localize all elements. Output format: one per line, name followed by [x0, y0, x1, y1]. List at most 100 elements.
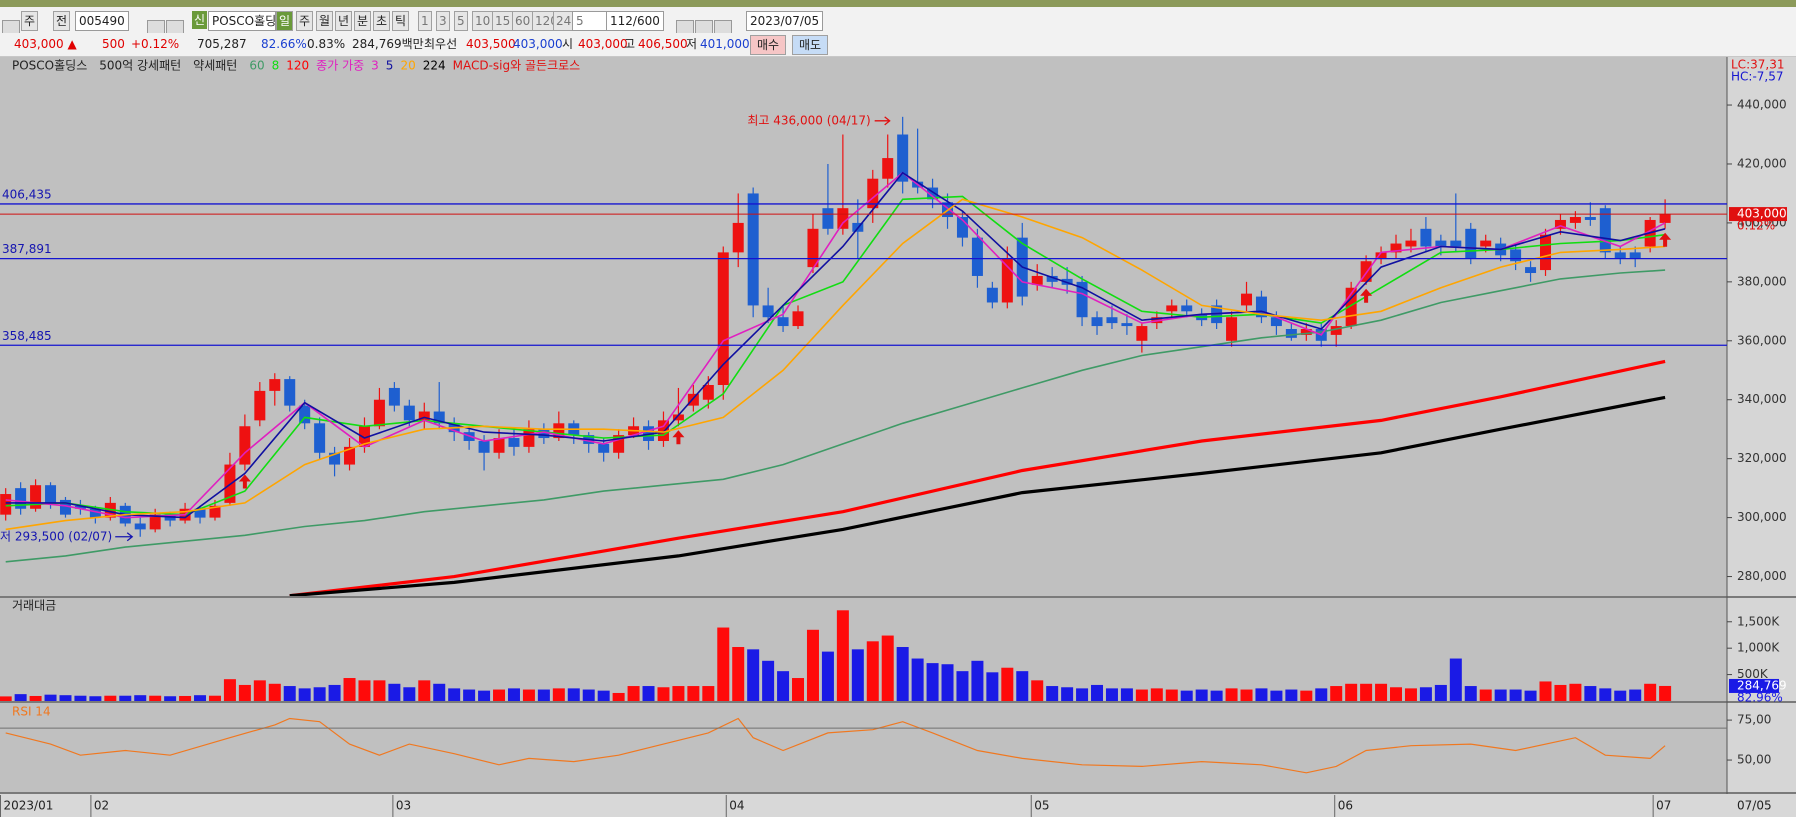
volume-bar	[552, 688, 565, 701]
volume-bar	[1479, 689, 1492, 701]
volume-bar	[627, 686, 640, 701]
candle-body	[1106, 317, 1118, 324]
ma-line	[5, 198, 1666, 531]
signal-arrow	[1659, 232, 1672, 247]
high-annotation: 최고 436,000 (04/17)	[747, 113, 870, 127]
candle-body	[1241, 293, 1253, 306]
candle-body	[209, 505, 221, 518]
volume-bar	[328, 684, 341, 701]
candle-body	[284, 379, 296, 406]
volume-bar	[268, 683, 281, 701]
y-tick-label: 440,000	[1737, 98, 1787, 112]
volume-bar	[119, 695, 132, 701]
period-button[interactable]: 틱	[392, 11, 410, 31]
period-button[interactable]: 년	[335, 11, 353, 31]
rsi-line	[5, 717, 1666, 774]
volume-bar	[433, 683, 446, 701]
legend-item: 120	[286, 59, 309, 73]
volume-bar	[1031, 680, 1044, 701]
volume-bar	[1091, 684, 1104, 701]
candle-body	[1375, 252, 1387, 259]
interval-button[interactable]: 5	[454, 11, 468, 31]
candle-body	[433, 411, 445, 424]
candle-body	[1136, 326, 1148, 341]
volume-bar	[1375, 683, 1388, 701]
volume-bar	[1225, 688, 1238, 701]
volume-bar	[1404, 688, 1417, 701]
candle-body	[1360, 261, 1372, 282]
panel-title: 거래대금	[12, 599, 56, 613]
volume-bar	[44, 694, 57, 701]
candle-body	[30, 485, 42, 509]
volume-bar	[358, 680, 371, 701]
y-tick-label: 340,000	[1737, 392, 1787, 406]
count-input[interactable]: 112/600	[606, 11, 664, 31]
candle-body	[523, 429, 535, 447]
x-tick-label: 02	[94, 799, 109, 813]
period-button[interactable]: 분	[354, 11, 372, 31]
candle-body	[1166, 305, 1178, 312]
period-button[interactable]: 주	[21, 11, 39, 31]
candle-body	[74, 505, 86, 509]
volume-bar	[851, 649, 864, 701]
volume-bar	[1105, 688, 1118, 701]
candle-body	[1076, 281, 1088, 318]
volume-bar	[208, 695, 221, 701]
y-tick-label: 420,000	[1737, 156, 1787, 170]
volume: 705,287	[197, 37, 247, 51]
volume-bar	[672, 686, 685, 701]
period-button[interactable]: 주	[296, 11, 314, 31]
candle-body	[373, 399, 385, 427]
candle-body	[194, 508, 206, 518]
volume-bar	[388, 683, 401, 701]
volume-bar	[537, 689, 550, 701]
date-input[interactable]: 2023/07/05	[746, 11, 824, 31]
x-tick-label: 03	[396, 799, 411, 813]
volume-bar	[1150, 688, 1163, 701]
interval-button[interactable]: 3	[436, 11, 450, 31]
buy-button[interactable]: 매수	[750, 35, 787, 55]
stock-name-input[interactable]: POSCO홀딩스	[208, 11, 276, 31]
interval-button[interactable]: 1	[418, 11, 432, 31]
ma-line	[5, 195, 1666, 516]
candle-body	[329, 452, 341, 465]
candle-body	[807, 228, 819, 268]
corner-label: LC:37,31	[1731, 58, 1784, 72]
interval-select[interactable]: 5	[572, 11, 608, 31]
candle-body	[1390, 243, 1402, 253]
candle-body	[1046, 275, 1058, 282]
candle-body	[403, 405, 415, 421]
volume-bar	[298, 688, 311, 701]
interval-button[interactable]: 10	[472, 11, 494, 31]
period-button[interactable]: 일	[276, 11, 294, 31]
period-button[interactable]: 초	[373, 11, 391, 31]
axis-background	[1727, 703, 1796, 792]
sell-button[interactable]: 매도	[792, 35, 829, 55]
candle-body	[344, 446, 356, 465]
candle-body	[792, 311, 804, 327]
volume-bar	[1076, 688, 1089, 701]
axis-background	[1727, 57, 1796, 596]
code-input[interactable]: 005490	[75, 11, 129, 31]
interval-button[interactable]: 60	[512, 11, 534, 31]
candle-body	[478, 440, 490, 453]
ma-line	[289, 395, 1666, 596]
y-tick-label: 50,00	[1737, 753, 1771, 767]
candle-body	[1420, 228, 1432, 247]
interval-button[interactable]: 15	[492, 11, 514, 31]
volume-bar	[1419, 687, 1432, 701]
volume-bar	[29, 695, 42, 701]
candle-body	[762, 305, 774, 318]
button[interactable]: 전	[53, 11, 71, 31]
candle-body	[897, 134, 909, 182]
period-button[interactable]: 월	[316, 11, 334, 31]
ratio-label: 82.96%	[1737, 690, 1783, 704]
volume-bar	[104, 695, 117, 701]
volume-bar	[478, 690, 491, 701]
volume-bar	[1360, 683, 1373, 701]
candle-body	[1525, 267, 1537, 274]
candle-body	[314, 423, 326, 453]
high: 406,500	[638, 37, 688, 51]
volume-bar	[612, 692, 625, 701]
volume-bar	[1629, 689, 1642, 701]
